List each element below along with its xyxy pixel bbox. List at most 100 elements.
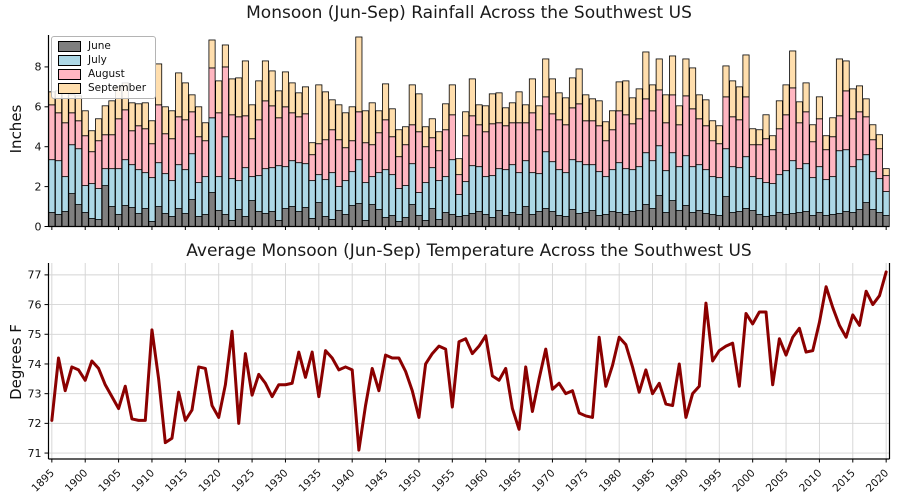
bar-segment xyxy=(722,96,730,150)
bar-segment xyxy=(615,81,623,112)
rainfall-axes: 0 2 4 6 8 xyxy=(35,35,890,233)
bar-segment xyxy=(55,112,63,162)
bar-segment xyxy=(568,159,576,210)
bar-segment xyxy=(715,143,723,179)
bar-segment xyxy=(135,125,143,171)
bar-segment xyxy=(408,163,416,205)
bar-segment xyxy=(375,209,383,227)
bar-segment xyxy=(148,143,156,179)
bar-segment xyxy=(368,102,376,146)
bar-segment xyxy=(255,211,263,227)
bar-segment xyxy=(308,142,316,156)
bar-segment xyxy=(328,172,336,220)
bar-segment xyxy=(842,60,850,92)
bar-segment xyxy=(742,156,750,209)
bar-segment xyxy=(835,150,843,214)
bar-segment xyxy=(228,178,236,221)
bar-segment xyxy=(508,212,516,227)
bar-segment xyxy=(342,214,350,227)
legend-swatch-august xyxy=(58,69,81,80)
bar-segment xyxy=(702,99,710,127)
bar-segment xyxy=(101,168,109,187)
legend-swatch-september xyxy=(58,83,81,94)
bar-segment xyxy=(662,94,670,124)
bar-segment xyxy=(528,78,536,114)
bar-segment xyxy=(208,117,216,193)
bar-segment xyxy=(689,212,697,227)
bar-segment xyxy=(742,208,750,227)
bar-segment xyxy=(402,144,410,187)
bar-segment xyxy=(448,84,456,116)
bar-segment xyxy=(355,36,363,113)
bar-segment xyxy=(468,115,476,167)
bar-segment xyxy=(755,178,763,215)
bar-segment xyxy=(328,219,336,227)
bar-segment xyxy=(882,168,890,177)
bar-segment xyxy=(221,44,229,68)
bar-segment xyxy=(682,95,690,157)
bar-segment xyxy=(462,215,470,227)
bar-segment xyxy=(108,168,116,207)
bar-segment xyxy=(422,146,430,184)
bar-segment xyxy=(228,220,236,227)
bar-segment xyxy=(468,213,476,227)
bar-segment xyxy=(809,177,817,216)
bar-segment xyxy=(582,94,590,122)
bar-segment xyxy=(248,176,256,201)
bar-segment xyxy=(301,163,309,208)
bar-segment xyxy=(568,209,576,227)
bar-segment xyxy=(568,77,576,109)
bar-segment xyxy=(542,151,550,209)
bar-segment xyxy=(789,160,797,214)
bar-segment xyxy=(508,122,516,166)
bar-segment xyxy=(428,137,436,169)
y-tick-label: 76 xyxy=(28,298,42,311)
bar-segment xyxy=(502,125,510,171)
bar-segment xyxy=(301,207,309,227)
bar-segment xyxy=(642,152,650,205)
bar-segment xyxy=(562,172,570,217)
bar-segment xyxy=(121,205,129,227)
bar-segment xyxy=(655,195,663,227)
series-july xyxy=(48,117,890,222)
bar-segment xyxy=(882,175,890,192)
bar-segment xyxy=(275,90,283,119)
bar-segment xyxy=(548,161,556,212)
bar-segment xyxy=(602,121,610,142)
bar-segment xyxy=(575,161,583,214)
bar-segment xyxy=(355,159,363,204)
bar-segment xyxy=(442,212,450,227)
bar-segment xyxy=(842,211,850,227)
bar-segment xyxy=(815,166,823,213)
bar-segment xyxy=(462,111,470,137)
bar-segment xyxy=(161,133,169,175)
bar-segment xyxy=(188,94,196,113)
bar-segment xyxy=(622,214,630,227)
bar-segment xyxy=(355,111,363,161)
bar-segment xyxy=(275,117,283,167)
y-tick-label: 72 xyxy=(28,417,42,430)
bar-segment xyxy=(388,108,396,138)
bar-segment xyxy=(862,98,870,118)
bar-segment xyxy=(875,178,883,213)
bar-segment xyxy=(675,105,683,126)
bar-segment xyxy=(462,135,470,183)
bar-segment xyxy=(75,204,83,227)
rainfall-bars xyxy=(48,36,890,227)
bar-segment xyxy=(675,166,683,211)
bar-segment xyxy=(382,217,390,227)
y-tick-label: 73 xyxy=(28,387,42,400)
y-tick-label: 8 xyxy=(35,61,42,74)
bar-segment xyxy=(582,164,590,213)
bar-segment xyxy=(195,136,203,184)
bar-segment xyxy=(408,204,416,227)
bar-segment xyxy=(669,200,677,227)
bar-segment xyxy=(175,164,183,209)
bar-segment xyxy=(295,116,303,164)
legend-item-september: September xyxy=(58,83,146,94)
bar-segment xyxy=(455,174,463,195)
bar-segment xyxy=(221,214,229,227)
bar-segment xyxy=(415,192,423,216)
